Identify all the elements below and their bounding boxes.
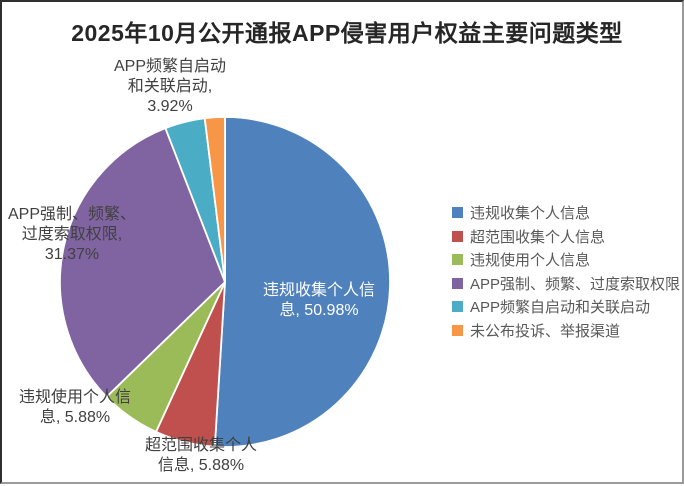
legend-swatch-green bbox=[452, 254, 463, 265]
legend-swatch-red bbox=[452, 230, 463, 242]
data-label-slice-3: APP强制、频繁、 过度索取权限, 31.37% bbox=[7, 206, 137, 263]
legend-label: 超范围收集个人信息 bbox=[470, 228, 606, 246]
pie-slice-3 bbox=[59, 127, 226, 398]
legend-label: 未公布投诉、举报渠道 bbox=[470, 322, 621, 340]
legend-label: 违规使用个人信息 bbox=[470, 252, 591, 269]
data-label-slice-1: 超范围收集个人 信息, 5.88% bbox=[144, 437, 257, 474]
legend-swatch-teal bbox=[452, 301, 463, 312]
legend-item: 未公布投诉、举报渠道 bbox=[452, 322, 680, 340]
legend-label: APP强制、频繁、过度索取权限 bbox=[470, 275, 681, 293]
legend-item: 违规收集个人信息 bbox=[452, 205, 680, 222]
pie-slice-0 bbox=[213, 116, 391, 448]
pie-slice-5 bbox=[203, 116, 226, 283]
legend-swatch-blue bbox=[452, 207, 463, 218]
legend-label: APP频繁自启动和关联启动 bbox=[470, 299, 651, 316]
legend-item: 违规使用个人信息 bbox=[452, 252, 680, 269]
data-label-slice-4: APP频繁自启动 和关联启动, 3.92% bbox=[113, 58, 227, 115]
legend-item: 超范围收集个人信息 bbox=[452, 228, 680, 246]
legend: 违规收集个人信息 超范围收集个人信息 违规使用个人信息 APP强制、频繁、过度索… bbox=[452, 205, 681, 340]
data-label-slice-0: 违规收集个人信 息, 50.98% bbox=[262, 282, 375, 319]
chart-title: 2025年10月公开通报APP侵害用户权益主要问题类型 bbox=[71, 20, 623, 46]
legend-swatch-orange bbox=[452, 324, 463, 336]
legend-swatch-purple bbox=[452, 277, 463, 289]
legend-item: APP强制、频繁、过度索取权限 bbox=[452, 275, 681, 293]
legend-item: APP频繁自启动和关联启动 bbox=[452, 299, 680, 316]
legend-label: 违规收集个人信息 bbox=[470, 205, 591, 222]
data-label-slice-2: 违规使用个人信 息, 5.88% bbox=[18, 389, 131, 426]
